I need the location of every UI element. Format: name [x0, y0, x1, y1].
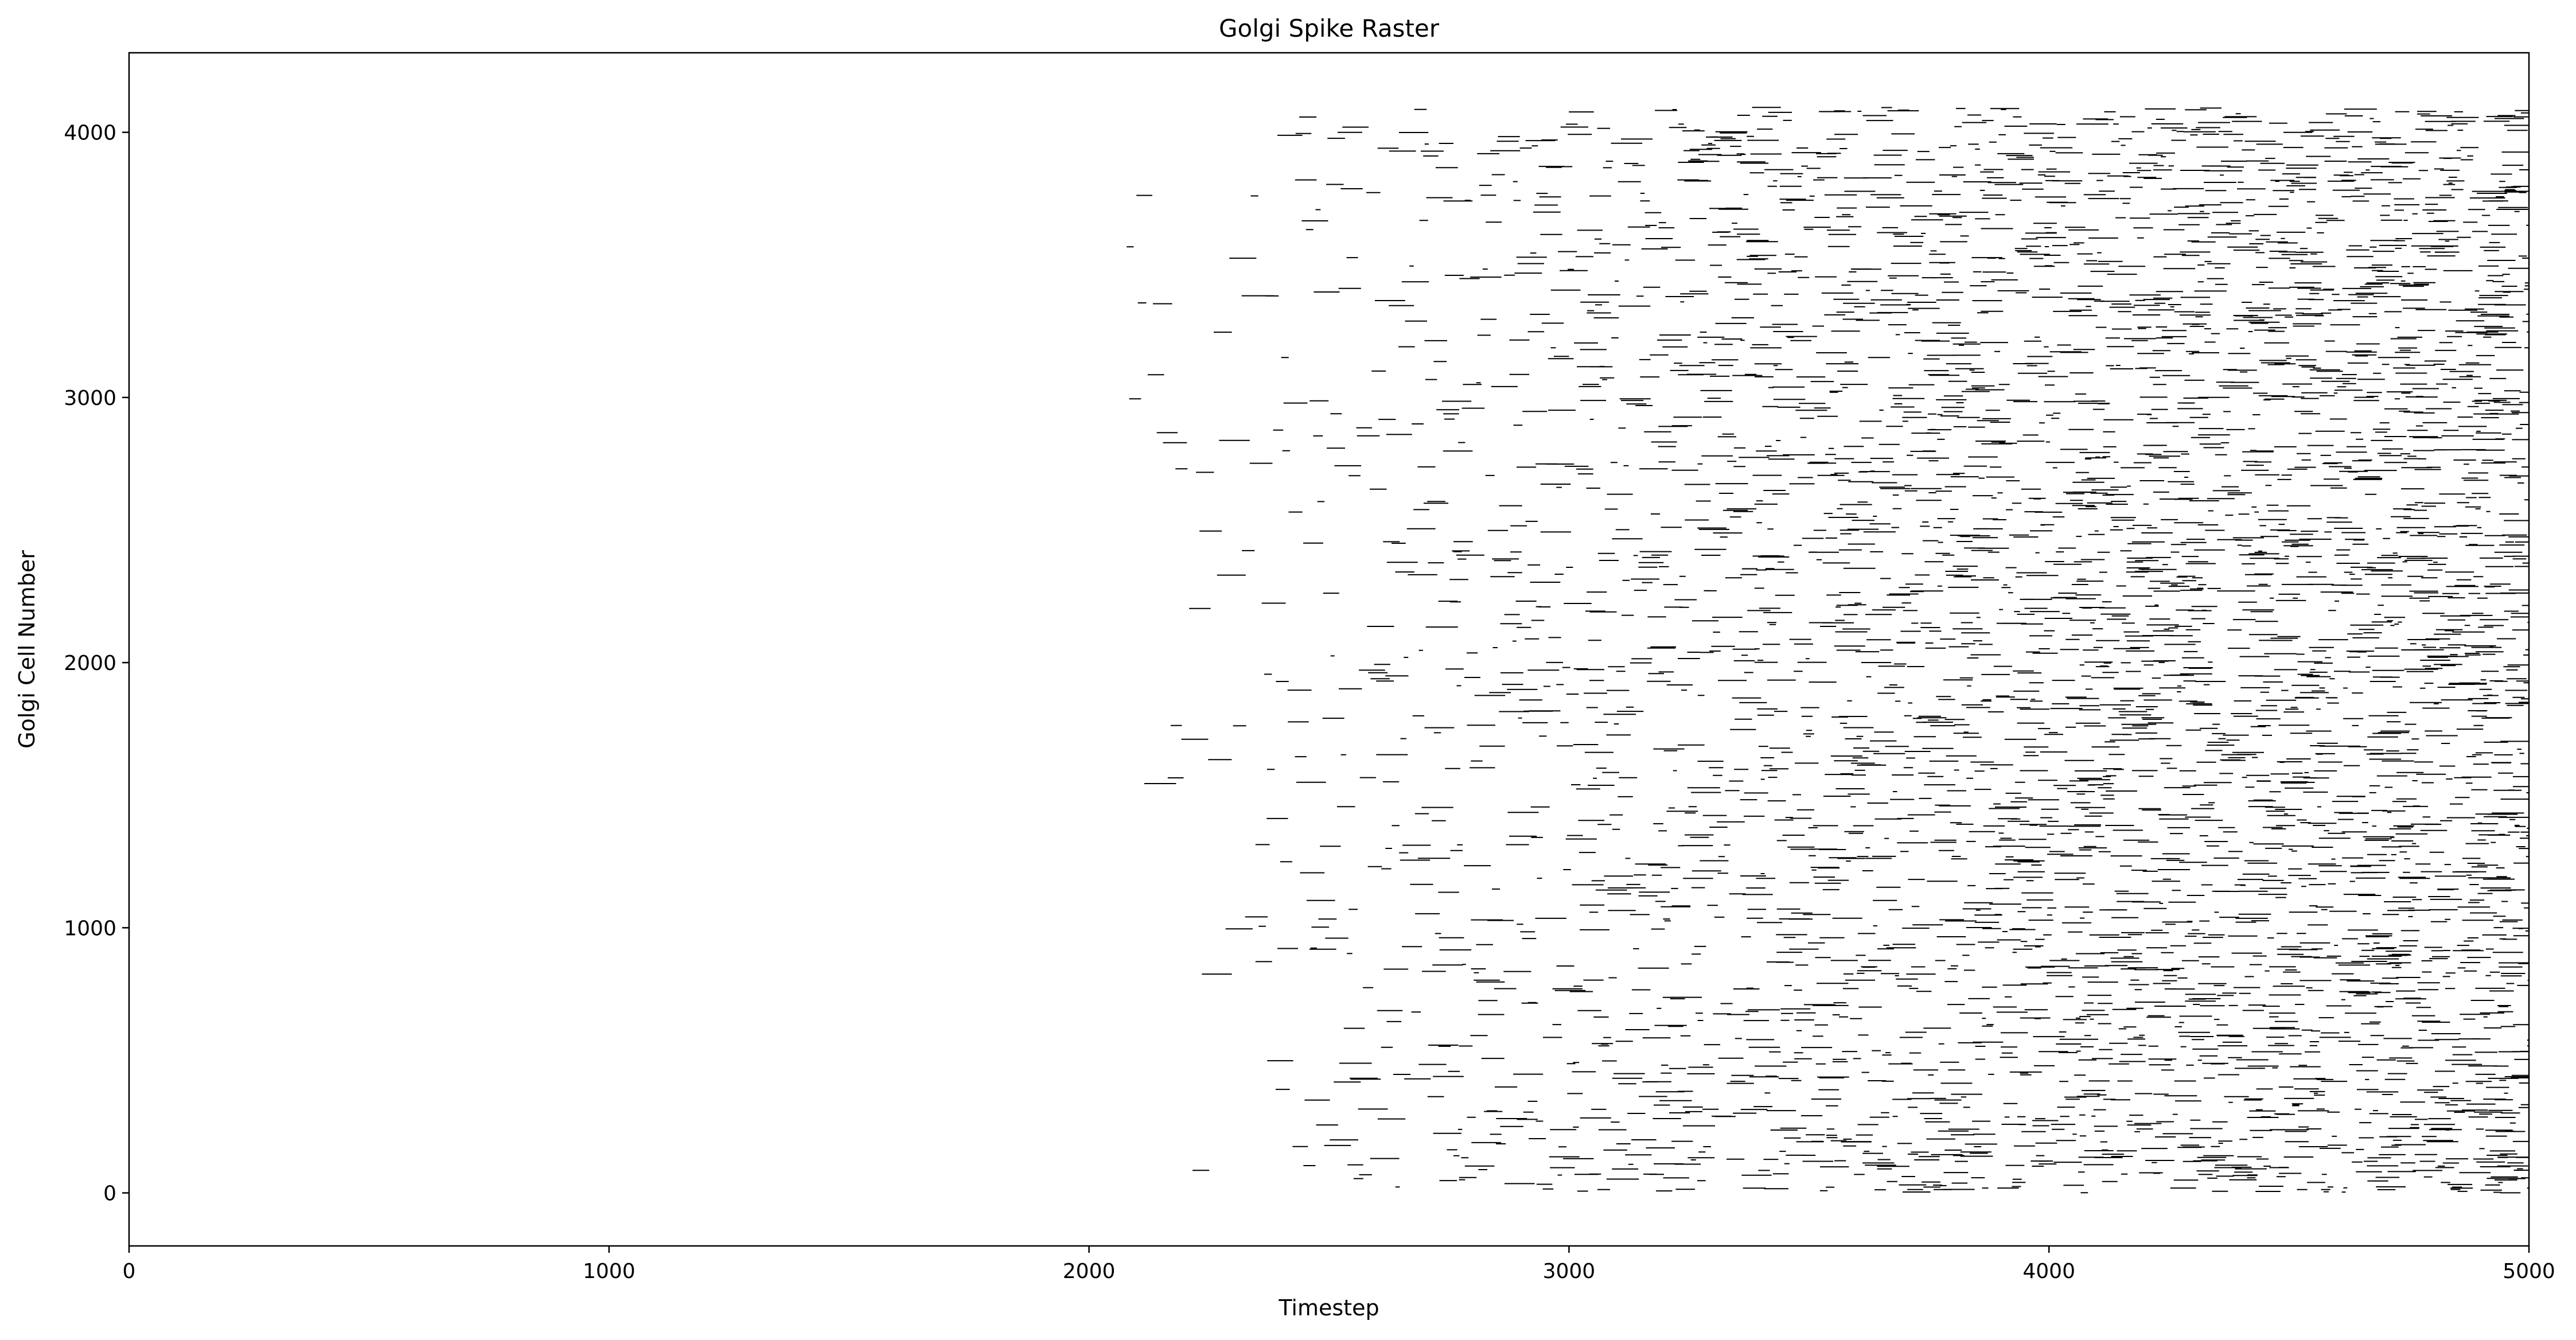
- y-axis: 0 1000 2000 3000 4000: [64, 122, 129, 1206]
- spike-mark: [2304, 108, 2414, 1193]
- chart-title: Golgi Spike Raster: [1219, 14, 1440, 42]
- y-tick-label: 0: [103, 1182, 116, 1206]
- spike-mark: [2142, 107, 2257, 1192]
- x-tick-label: 2000: [1063, 1260, 1116, 1283]
- x-tick-label: 5000: [2503, 1260, 2555, 1283]
- x-tick-label: 3000: [1543, 1260, 1596, 1283]
- spike-mark: [1127, 108, 1594, 1190]
- spike-mark: [2380, 111, 2493, 1192]
- y-tick-label: 4000: [64, 122, 116, 145]
- spike-mark: [1958, 108, 2083, 1189]
- y-tick-label: 1000: [64, 917, 116, 940]
- x-tick-label: 1000: [583, 1260, 636, 1283]
- y-tick-label: 2000: [64, 652, 116, 675]
- x-axis-label: Timestep: [1278, 1295, 1379, 1320]
- spike-mark: [2054, 111, 2173, 1194]
- y-tick-label: 3000: [64, 387, 116, 410]
- spike-mark: [1564, 109, 1756, 1192]
- spike-mark: [1729, 107, 1879, 1191]
- spike-mark: [2457, 110, 2529, 1194]
- x-tick-label: 0: [123, 1260, 136, 1283]
- plot-frame: [128, 52, 2530, 1247]
- spike-mark: [2227, 113, 2337, 1192]
- y-axis-label: Golgi Cell Number: [14, 550, 40, 749]
- x-tick-label: 4000: [2022, 1260, 2075, 1283]
- x-axis: 0 1000 2000 3000 4000 5000: [123, 1246, 2555, 1283]
- spike-marks: [1127, 107, 2529, 1194]
- spike-mark: [1848, 107, 1984, 1193]
